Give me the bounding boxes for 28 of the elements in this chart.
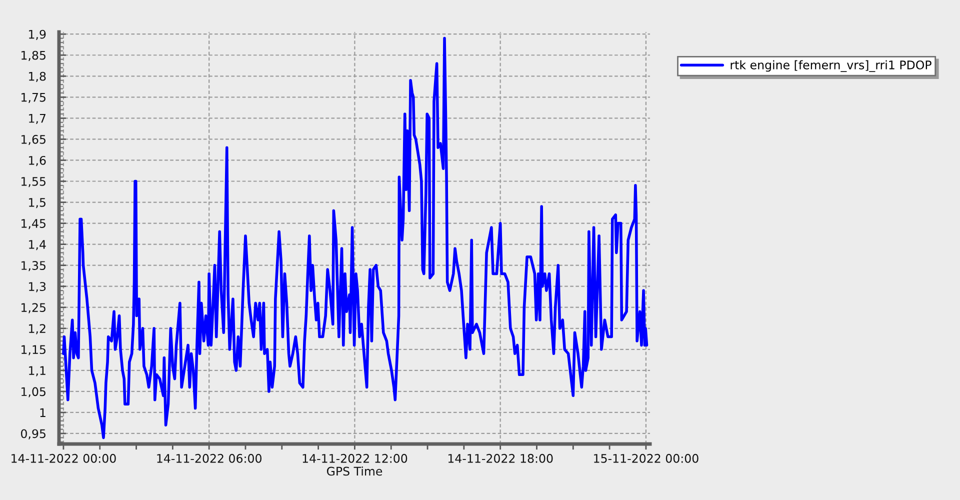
x-tick-label: 14-11-2022 12:00 [302, 454, 408, 463]
legend-label: rtk engine [femern_vrs]_rri1 PDOP [730, 60, 932, 72]
x-axis-title: GPS Time [326, 466, 382, 476]
x-tick-label: 15-11-2022 00:00 [594, 454, 698, 463]
y-tick-label: 1,5 [29, 198, 46, 208]
y-tick-label: 1,9 [29, 30, 46, 40]
y-tick-label: 1,1 [29, 366, 46, 376]
y-tick-label: 0,95 [20, 429, 46, 440]
y-tick-label: 1,05 [22, 387, 46, 398]
y-tick-label: 1,2 [29, 324, 46, 334]
x-tick-label: 14-11-2022 06:00 [157, 454, 262, 463]
y-tick-label: 1,8 [29, 72, 46, 82]
y-tick-label: 1,55 [22, 177, 46, 188]
y-tick-label: 1,75 [22, 93, 46, 104]
x-tick-label: 14-11-2022 00:00 [12, 454, 116, 463]
y-tick-label: 1,85 [22, 50, 46, 61]
y-tick-label: 1,35 [22, 261, 46, 272]
y-tick-label: 1,25 [22, 303, 46, 314]
y-tick-label: 1,65 [22, 134, 46, 146]
y-tick-label: 1,6 [29, 156, 46, 166]
y-tick-label: 1,4 [29, 240, 46, 250]
x-tick-label: 14-11-2022 18:00 [448, 454, 553, 463]
y-tick-label: 1,45 [22, 219, 46, 230]
y-tick-label: 1,7 [29, 114, 46, 124]
y-tick-label: 1,15 [22, 345, 46, 356]
line-series [62, 36, 648, 440]
y-tick-label: 1,3 [29, 282, 46, 292]
y-tick-label: 1 [40, 408, 46, 417]
